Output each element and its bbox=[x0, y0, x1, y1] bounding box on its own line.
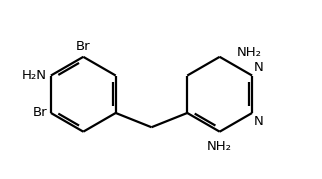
Text: N: N bbox=[254, 115, 263, 128]
Text: Br: Br bbox=[33, 107, 47, 119]
Text: N: N bbox=[254, 61, 263, 74]
Text: NH₂: NH₂ bbox=[207, 140, 232, 153]
Text: NH₂: NH₂ bbox=[237, 46, 262, 59]
Text: Br: Br bbox=[76, 40, 90, 53]
Text: H₂N: H₂N bbox=[22, 69, 47, 82]
